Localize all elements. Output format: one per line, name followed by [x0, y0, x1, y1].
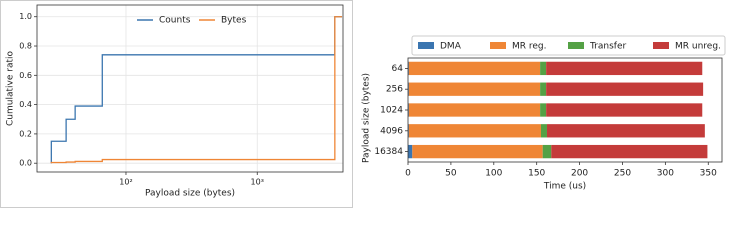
x-axis-label: Time (us) [543, 182, 586, 192]
legend-swatch [418, 42, 434, 49]
legend-label: Transfer [589, 42, 626, 52]
bar-segment [408, 124, 409, 138]
bar-segment [408, 144, 413, 159]
bar-segment [540, 103, 547, 117]
legend-swatch [653, 42, 669, 49]
y-tick-label: 0.2 [19, 129, 32, 138]
bar-segment [408, 103, 541, 117]
plot-frame [407, 57, 723, 163]
y-tick-label: 0.6 [19, 71, 32, 80]
bar-segment [540, 82, 547, 96]
y-tick-label: 0.8 [19, 42, 32, 51]
x-tick-label: 200 [571, 169, 588, 179]
bar-segment [408, 61, 541, 76]
legend-swatch [490, 42, 506, 49]
legend-label: MR reg. [512, 42, 547, 52]
y-tick-label: 1024 [380, 106, 403, 116]
x-tick-label: 250 [614, 169, 631, 179]
y-tick-label: 4096 [380, 126, 403, 136]
bar-segment [546, 103, 703, 117]
panel-frame [0, 0, 353, 208]
bar-segment [540, 61, 547, 76]
legend-swatch [568, 42, 584, 49]
x-tick-label: 350 [700, 169, 717, 179]
x-tick-label: 100 [485, 169, 502, 179]
y-tick-label: 256 [386, 85, 403, 95]
bar-segment [408, 82, 541, 96]
bar-segment [408, 61, 409, 76]
x-tick-label: 10² [119, 178, 132, 187]
step-line [50, 16, 342, 164]
bar-segment [542, 144, 552, 159]
y-tick-label: 64 [392, 64, 404, 74]
y-axis-label: Cumulative ratio [6, 51, 16, 126]
legend-label: MR unreg. [675, 42, 721, 52]
bar-segment [412, 144, 543, 159]
step-line [50, 16, 342, 164]
bar-segment [551, 144, 708, 159]
y-tick-label: 1.0 [19, 12, 32, 21]
bar-segment [408, 82, 409, 96]
y-axis-label: Payload size (bytes) [362, 73, 372, 163]
bar-segment [546, 124, 705, 138]
y-tick-label: 0.4 [19, 100, 32, 109]
x-tick-label: 300 [657, 169, 674, 179]
bar-segment [408, 124, 541, 138]
x-tick-label: 50 [445, 169, 457, 179]
bar-segment [540, 124, 547, 138]
page: 0.0 0.2 0.4 0.6 0.8 1.0 10² 10³ Counts Bytes Paylo… [0, 0, 726, 208]
y-tick-label: 0.0 [19, 159, 32, 168]
plot-frame [36, 4, 344, 173]
x-tick-label: 10³ [251, 178, 264, 187]
y-tick-label: 16384 [374, 147, 403, 157]
x-axis-label: Payload size (bytes) [145, 189, 235, 199]
legend-label: DMA [440, 42, 462, 52]
x-tick-label: 0 [405, 169, 411, 179]
legend-label: Bytes [221, 16, 247, 26]
bar-segment [546, 61, 703, 76]
legend-label: Counts [159, 16, 191, 26]
bar-segment [408, 103, 409, 117]
x-tick-label: 150 [528, 169, 545, 179]
bar-segment [546, 82, 704, 96]
